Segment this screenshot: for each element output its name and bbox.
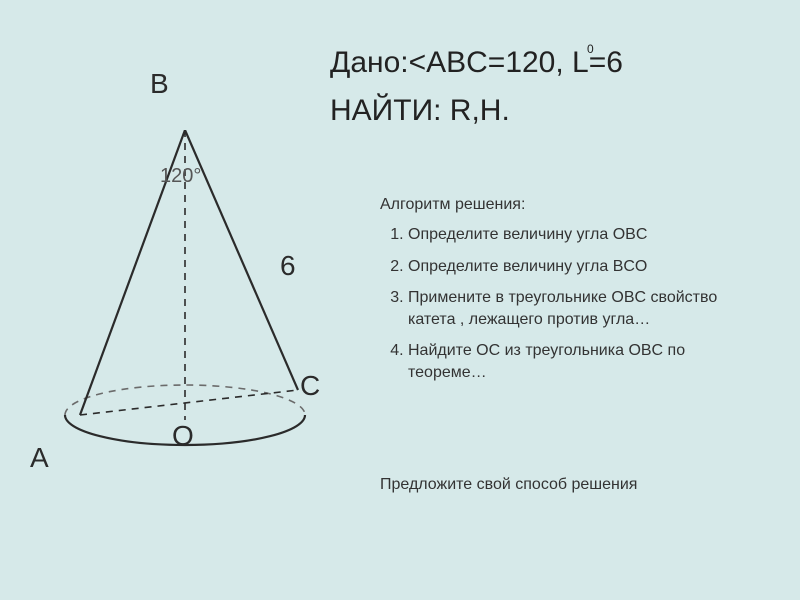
label-angle: 120°: [160, 166, 201, 186]
label-C: C: [300, 372, 320, 400]
prompt-text: Предложите свой способ решения: [380, 476, 637, 494]
list-item: Найдите OC из треугольника OBC по теорем…: [408, 340, 760, 383]
label-B: B: [150, 70, 169, 98]
label-O: O: [172, 422, 194, 450]
label-A: A: [30, 444, 49, 472]
list-item: Определите величину угла BCO: [408, 256, 760, 278]
algorithm-list: Определите величину угла OBC Определите …: [380, 224, 760, 384]
algorithm-title: Алгоритм решения:: [380, 196, 760, 214]
slide: Дано:<ABC=120, L=6 0 НАЙТИ: R,H. B A C O…: [0, 0, 800, 600]
list-item: Примените в треугольнике OBC свойство ка…: [408, 287, 760, 330]
list-item: Определите величину угла OBC: [408, 224, 760, 246]
algorithm-block: Алгоритм решения: Определите величину уг…: [380, 196, 760, 394]
given-text: Дано:<ABC=120, L=6: [330, 46, 623, 80]
label-six: 6: [280, 252, 296, 280]
given-degree-superscript: 0: [587, 42, 594, 56]
find-text: НАЙТИ: R,H.: [330, 94, 510, 128]
